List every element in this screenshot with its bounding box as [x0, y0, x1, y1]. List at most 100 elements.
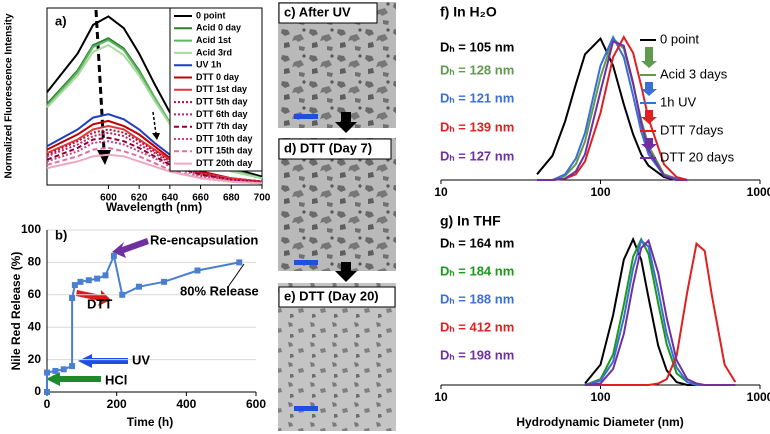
x-tick-label: 620 [131, 193, 148, 204]
data-point [236, 259, 243, 266]
data-point [69, 363, 76, 370]
data-point [69, 295, 76, 302]
y-tick-label: 80 [28, 255, 42, 269]
trend-arrow [152, 111, 157, 135]
x-tick-label: 10 [434, 390, 448, 404]
scale-bar [294, 114, 318, 119]
legend-label: DTT 1st day [196, 84, 247, 94]
x-tick-label: 600 [100, 193, 117, 204]
x-tick-label: 700 [254, 193, 271, 204]
data-point [119, 291, 126, 298]
legend-label: DTT 15th day [196, 146, 253, 156]
series-line [46, 140, 263, 185]
size-label: Dₕ = 105 nm [440, 39, 514, 54]
data-point [77, 278, 84, 285]
legend-label: 1h UV [660, 94, 696, 109]
x-tick-label: 0 [44, 397, 51, 411]
panel-title: f) In H₂O [440, 4, 497, 20]
scale-bar [294, 260, 318, 265]
x-tick-label: 100 [590, 390, 610, 404]
data-point [135, 283, 142, 290]
legend-label: Acid 0 day [196, 23, 241, 33]
legend-label: Acid 3rd [196, 47, 232, 57]
series-line [584, 236, 736, 386]
data-point [110, 252, 117, 259]
annotation-arrow [78, 354, 128, 368]
size-label: Dₕ = 198 nm [440, 347, 514, 362]
legend-arrow [641, 82, 657, 96]
legend-label: DTT 20 days [660, 149, 735, 164]
legend-label: 0 point [196, 10, 226, 20]
label-box [278, 286, 396, 308]
data-point [71, 282, 78, 289]
x-tick-label: 640 [162, 193, 179, 204]
legend-label: Acid 3 days [660, 66, 728, 81]
micrograph-label: d) DTT (Day 7) [284, 140, 372, 155]
size-label: Dₕ = 164 nm [440, 235, 514, 250]
annotation-arrow [76, 290, 111, 306]
y-tick-label: 40 [28, 319, 42, 333]
y-tick-label: 20 [28, 352, 42, 366]
series-line [537, 40, 688, 181]
annotation-arrow [227, 263, 245, 288]
x-tick-label: 10 [434, 185, 448, 199]
legend-arrow [641, 138, 657, 151]
legend-label: UV 1h [196, 60, 222, 70]
series-line [46, 119, 263, 183]
x-tick-label: 660 [192, 193, 209, 204]
annotation: UV [132, 352, 150, 367]
y-tick-label: 100 [21, 222, 41, 236]
micrograph [278, 138, 396, 271]
size-label: Dₕ = 184 nm [440, 263, 514, 278]
legend-label: Acid 1st [196, 35, 231, 45]
trend-arrow [152, 133, 160, 140]
size-label: Dₕ = 412 nm [440, 319, 514, 334]
data-point [52, 367, 59, 374]
label-box [278, 138, 392, 160]
series-line [584, 238, 736, 386]
legend-label: DTT 5th day [196, 96, 248, 106]
annotation: 80% Release [180, 283, 259, 298]
arrow [335, 112, 357, 133]
micrograph-label: c) After UV [284, 4, 351, 19]
legend-label: DTT 7days [660, 122, 724, 137]
series-line [46, 128, 263, 183]
annotation: HCl [105, 372, 127, 387]
micrographs: c) After UV d) DTT (Day 7) e) DTT (Day 2… [278, 2, 396, 431]
x-tick-label: 680 [223, 193, 240, 204]
x-tick-label: 100 [590, 185, 610, 199]
y-tick-label: 0 [34, 384, 41, 398]
x-axis-label: Hydrodynamic Diameter (nm) [516, 415, 683, 429]
series-line [46, 136, 263, 185]
panel-title: g) In THF [440, 213, 501, 229]
annotation: Re-encapsulation [150, 232, 258, 247]
series-line [46, 252, 240, 392]
size-label: Dₕ = 127 nm [440, 148, 514, 163]
legend-label: DTT 7th day [196, 121, 248, 131]
series-line [46, 131, 263, 183]
series-line [585, 241, 737, 386]
size-label: Dₕ = 139 nm [440, 119, 514, 134]
legend-arrow [641, 47, 657, 68]
legend-label: 0 point [660, 31, 699, 46]
legend-label: DTT 6th day [196, 109, 248, 119]
annotation: DTT [87, 296, 112, 311]
panel-label: b) [55, 227, 67, 242]
data-point [194, 267, 201, 274]
legend-arrow [641, 110, 657, 124]
annotation-arrow [46, 372, 101, 386]
legend-label: DTT 0 day [196, 72, 239, 82]
series-line [536, 36, 688, 181]
y-tick-label: 60 [28, 287, 42, 301]
x-axis-label: Wavelength (nm) [106, 200, 202, 214]
annotation-arrow [112, 238, 149, 258]
data-point [94, 275, 101, 282]
x-tick-label: 400 [176, 397, 196, 411]
data-point [161, 278, 168, 285]
data-point [44, 369, 50, 376]
x-tick-label: 600 [246, 397, 266, 411]
y-axis-label: Nile Red Release (%) [9, 252, 23, 371]
data-point [85, 277, 92, 284]
